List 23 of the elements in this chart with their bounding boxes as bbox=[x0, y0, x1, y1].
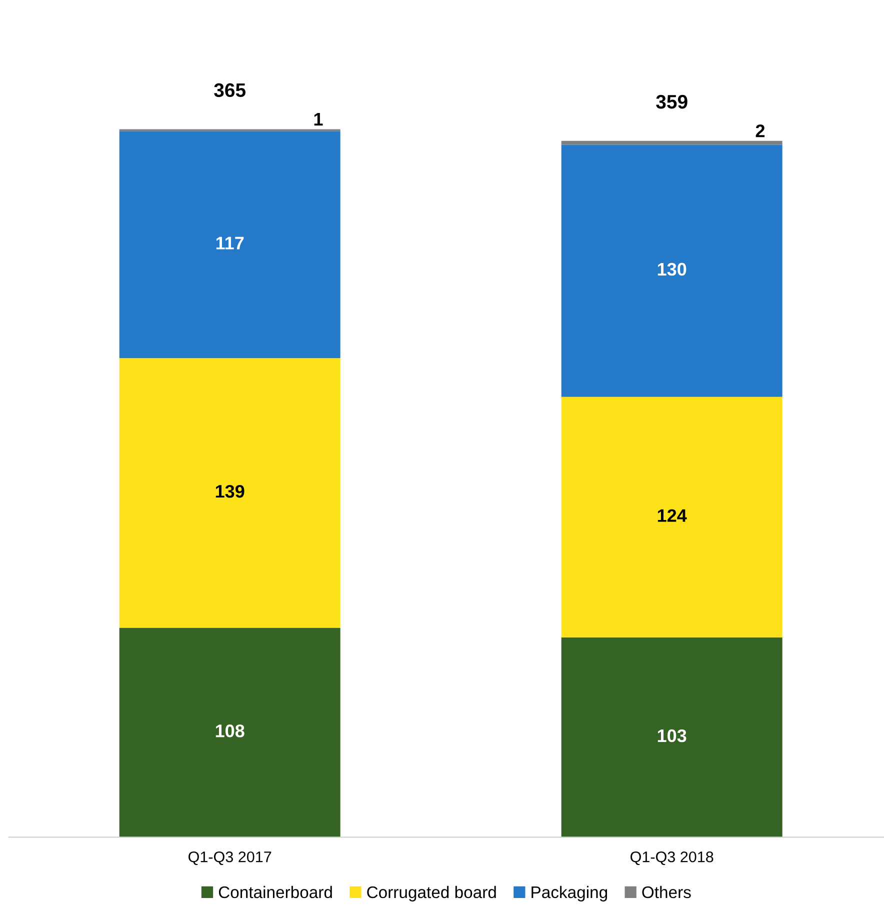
legend-label: Others bbox=[642, 886, 691, 898]
data-label: 103 bbox=[658, 729, 686, 742]
bar bbox=[561, 144, 782, 397]
total-label: 359 bbox=[656, 94, 688, 109]
legend-label: Corrugated board bbox=[367, 886, 496, 902]
data-label: 130 bbox=[658, 262, 686, 276]
data-label: 108 bbox=[216, 724, 244, 738]
total-label: 365 bbox=[214, 83, 246, 98]
bar bbox=[119, 358, 340, 628]
data-label: 139 bbox=[216, 484, 244, 498]
data-label: 1 bbox=[314, 113, 323, 126]
legend-label: Packaging bbox=[532, 886, 608, 902]
x-tick-label: Q1-Q3 2017 bbox=[188, 851, 272, 866]
data-label: 124 bbox=[658, 509, 687, 522]
data-label: 2 bbox=[756, 124, 765, 138]
bar bbox=[561, 637, 782, 838]
legend-label: Containerboard bbox=[218, 886, 332, 898]
data-label: 117 bbox=[216, 236, 244, 250]
bar bbox=[119, 131, 340, 358]
bar bbox=[119, 628, 340, 838]
bar bbox=[561, 140, 782, 145]
x-tick-label: Q1-Q3 2018 bbox=[630, 851, 714, 866]
bar bbox=[561, 396, 782, 638]
